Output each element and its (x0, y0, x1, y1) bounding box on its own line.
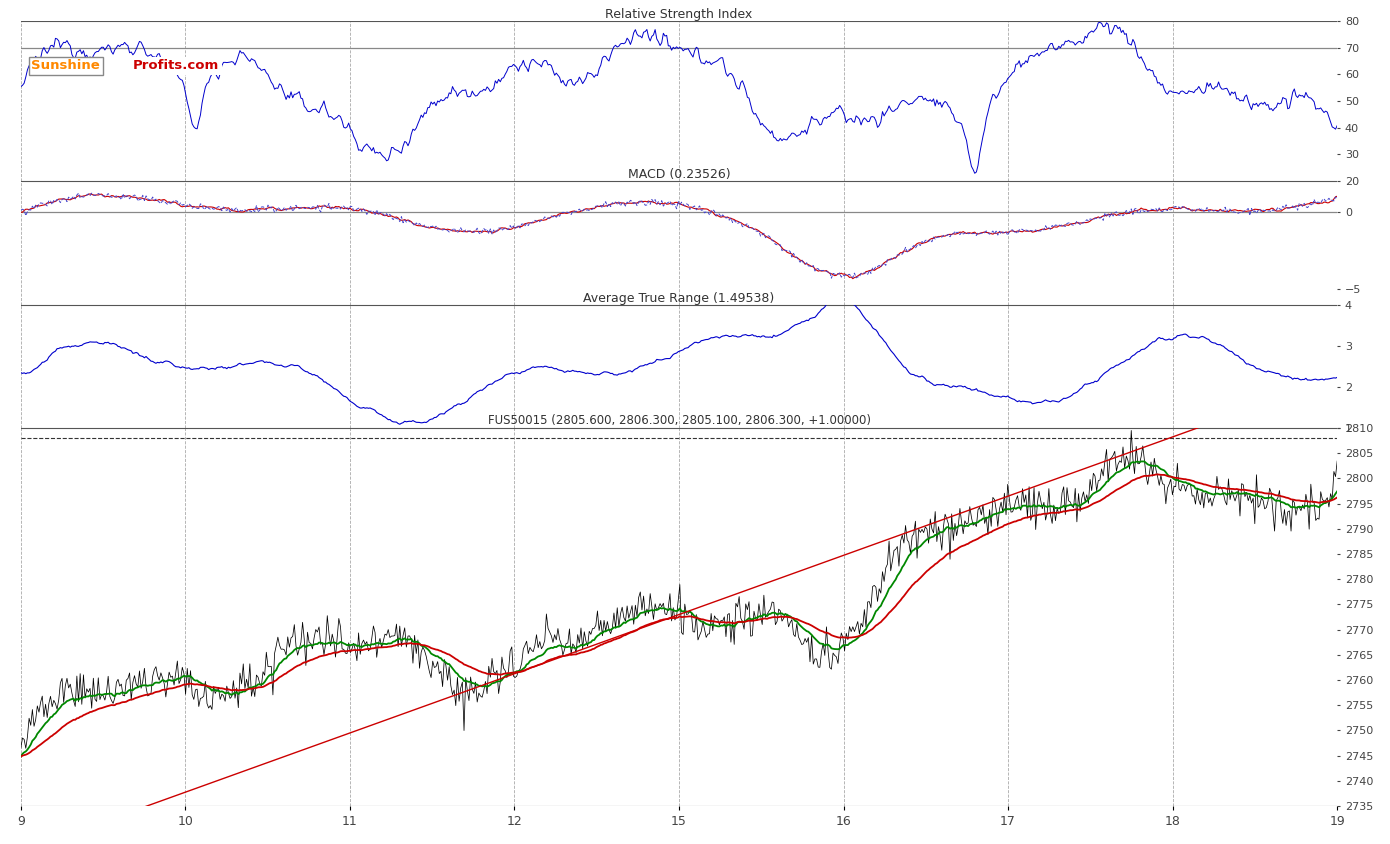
Title: Relative Strength Index: Relative Strength Index (606, 8, 752, 21)
Title: Average True Range (1.49538): Average True Range (1.49538) (584, 291, 774, 305)
Text: Profits.com: Profits.com (132, 59, 220, 73)
Text: Sunshine: Sunshine (32, 59, 100, 73)
Title: FUS50015 (2805.600, 2806.300, 2805.100, 2806.300, +1.00000): FUS50015 (2805.600, 2806.300, 2805.100, … (488, 414, 870, 427)
Title: MACD (0.23526): MACD (0.23526) (628, 168, 730, 181)
